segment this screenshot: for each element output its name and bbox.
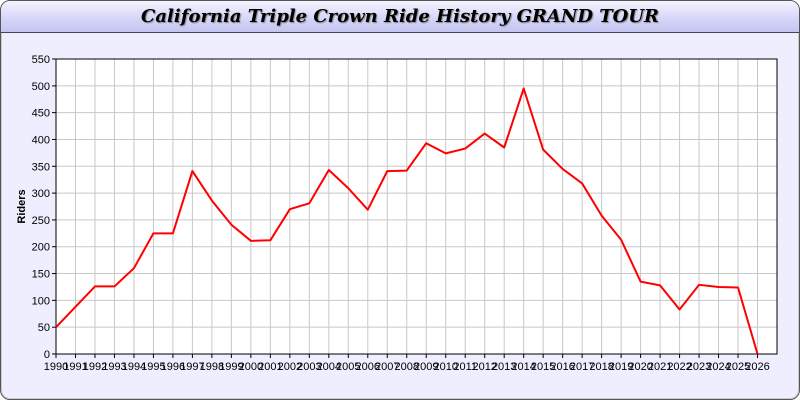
x-tick-label: 2013 [492,361,516,373]
x-tick-label: 2015 [531,361,555,373]
x-tick-label: 2022 [667,361,691,373]
x-tick-label: 2007 [375,361,399,373]
x-tick-label: 1996 [161,361,185,373]
y-axis-label: Riders [16,189,28,223]
plot-border [55,58,778,355]
plot-area [56,59,777,354]
x-tick-label: 2003 [297,361,321,373]
x-tick-label: 2011 [453,361,477,373]
y-tick-label: 350 [32,161,50,173]
x-tick-label: 1999 [219,361,243,373]
x-tick-label: 1991 [63,361,87,373]
x-tick-label: 2012 [472,361,496,373]
x-tick-label: 2016 [550,361,574,373]
x-tick-label: 2026 [745,361,769,373]
x-tick-label: 2025 [726,361,750,373]
x-tick-label: 2004 [317,361,341,373]
x-tick-label: 1995 [141,361,165,373]
x-tick-label: 2020 [628,361,652,373]
x-tick-label: 1997 [180,361,204,373]
x-tick-label: 1998 [200,361,224,373]
x-tick-label: 1990 [44,361,68,373]
y-tick-label: 500 [32,81,50,93]
x-tick-label: 2002 [278,361,302,373]
y-tick-label: 100 [32,295,50,307]
x-tick-label: 2023 [687,361,711,373]
x-tick-label: 1994 [122,361,146,373]
x-tick-label: 1992 [83,361,107,373]
x-tick-label: 2024 [706,361,730,373]
y-tick-label: 50 [38,322,50,334]
y-tick-label: 300 [32,188,50,200]
x-tick-label: 2005 [336,361,360,373]
y-tick-label: 200 [32,242,50,254]
x-tick-label: 2009 [414,361,438,373]
x-tick-label: 2008 [395,361,419,373]
x-tick-label: 2019 [609,361,633,373]
x-tick-label: 2014 [511,361,535,373]
x-tick-label: 2021 [648,361,672,373]
x-tick-label: 1993 [102,361,126,373]
x-tick-label: 2017 [570,361,594,373]
chart-title: California Triple Crown Ride History GRA… [141,6,659,27]
x-tick-label: 2000 [239,361,263,373]
y-tick-label: 450 [32,108,50,120]
y-tick-label: 150 [32,269,50,281]
y-tick-label: 0 [44,349,50,361]
y-tick-label: 550 [32,54,50,66]
title-bar: California Triple Crown Ride History GRA… [1,1,799,33]
y-tick-label: 400 [32,134,50,146]
x-tick-label: 2001 [258,361,282,373]
x-tick-label: 2018 [589,361,613,373]
x-tick-label: 2006 [356,361,380,373]
x-tick-label: 2010 [433,361,457,373]
y-tick-label: 250 [32,215,50,227]
